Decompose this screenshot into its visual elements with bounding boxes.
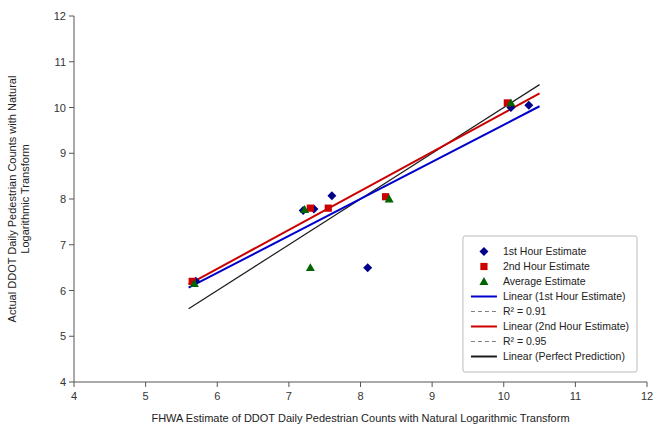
y-tick (69, 153, 74, 154)
x-tick (647, 382, 648, 387)
point (327, 191, 336, 200)
y-tick-label: 10 (54, 102, 66, 114)
x-tick-label: 12 (641, 390, 653, 402)
legend: 1st Hour Estimate 2nd Hour Estimate Averag… (463, 236, 637, 372)
x-tick (145, 382, 146, 387)
point (300, 205, 309, 213)
y-tick (69, 199, 74, 200)
legend-label: 1st Hour Estimate (503, 245, 587, 257)
legend-item: R² = 0.95 (471, 335, 547, 347)
y-tick (69, 61, 74, 62)
legend-item: Linear (2nd Hour Estimate) (471, 320, 629, 332)
x-tick (217, 382, 218, 387)
x-tick (432, 382, 433, 387)
legend-swatch (479, 277, 488, 285)
x-tick-label: 4 (71, 390, 77, 402)
point (524, 101, 533, 110)
legend-item: Average Estimate (479, 275, 585, 287)
point (190, 279, 199, 287)
x-tick-label: 11 (570, 390, 581, 402)
y-axis-label: Actual DDOT Daily Pedestrian Counts with… (6, 76, 31, 323)
legend-label: 2nd Hour Estimate (503, 260, 590, 272)
y-tick-label: 9 (60, 147, 66, 159)
x-axis-label: FHWA Estimate of DDOT Daily Pedestrian C… (151, 412, 569, 424)
y-tick-label: 4 (60, 376, 66, 388)
legend-item: 1st Hour Estimate (479, 245, 586, 257)
legend-item: Linear (1st Hour Estimate) (471, 290, 626, 302)
point (385, 195, 394, 203)
y-tick-label: 11 (55, 56, 66, 68)
legend-item: R² = 0.91 (471, 305, 547, 317)
legend-label: Average Estimate (503, 275, 586, 287)
x-tick-label: 10 (498, 390, 510, 402)
x-tick (288, 382, 289, 387)
legend-box (463, 236, 637, 372)
legend-label: Linear (1st Hour Estimate) (503, 290, 626, 302)
legend-swatch (471, 356, 497, 358)
x-tick (503, 382, 504, 387)
legend-label: R² = 0.91 (503, 305, 547, 317)
y-tick-label: 6 (60, 285, 66, 297)
x-tick (360, 382, 361, 387)
legend-swatch (479, 247, 488, 256)
y-tick (69, 382, 74, 383)
x-tick (575, 382, 576, 387)
y-tick-label: 12 (54, 10, 66, 22)
x-tick-label: 5 (143, 390, 149, 402)
legend-swatch (471, 326, 497, 328)
x-tick-label: 6 (214, 390, 220, 402)
y-tick (69, 290, 74, 291)
legend-swatch (471, 341, 497, 342)
y-tick (69, 244, 74, 245)
legend-item: 2nd Hour Estimate (480, 260, 590, 272)
y-tick-label: 8 (60, 193, 66, 205)
legend-swatch (471, 311, 497, 312)
point (306, 263, 315, 271)
point (325, 205, 332, 212)
x-tick-label: 9 (429, 390, 435, 402)
y-tick-label: 5 (60, 330, 66, 342)
legend-label: R² = 0.95 (503, 335, 547, 347)
legend-item: Linear (Perfect Prediction) (471, 350, 625, 362)
legend-label: Linear (2nd Hour Estimate) (503, 320, 629, 332)
legend-label: Linear (Perfect Prediction) (503, 350, 625, 362)
x-tick-label: 7 (286, 390, 292, 402)
chart: 4 5 6 7 8 9 10 11 12 4 5 6 7 8 9 10 11 12 FHWA Estimate of… (0, 0, 665, 434)
y-tick-label: 7 (60, 239, 66, 251)
y-tick (69, 16, 74, 17)
y-tick (69, 107, 74, 108)
legend-swatch (471, 296, 497, 298)
x-tick (74, 382, 75, 387)
point (506, 98, 515, 106)
legend-swatch (480, 263, 487, 270)
x-tick-label: 8 (357, 390, 363, 402)
point (363, 263, 372, 272)
axes: 4 5 6 7 8 9 10 11 12 4 5 6 7 8 9 10 11 12 (54, 10, 653, 402)
y-tick (69, 336, 74, 337)
